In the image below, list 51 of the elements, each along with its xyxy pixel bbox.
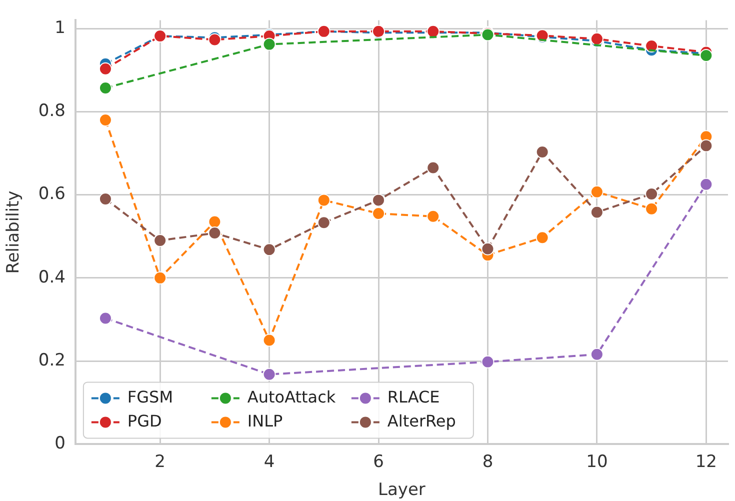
point xyxy=(262,334,276,347)
point xyxy=(536,231,549,244)
x-axis-title: Layer xyxy=(378,480,426,500)
x-tick-label: 12 xyxy=(695,452,717,472)
point xyxy=(262,243,276,256)
point xyxy=(426,161,440,174)
legend-label: FGSM xyxy=(127,387,173,406)
point xyxy=(700,178,713,191)
x-tick-label: 8 xyxy=(482,452,494,472)
point xyxy=(700,49,713,62)
point xyxy=(426,210,440,223)
point xyxy=(98,62,112,76)
point xyxy=(208,215,222,228)
legend-label: AutoAttack xyxy=(247,387,336,406)
point xyxy=(262,38,276,51)
point xyxy=(536,145,549,158)
y-tick-label: 0.2 xyxy=(38,350,66,370)
x-tick-label: 4 xyxy=(264,452,275,472)
point xyxy=(481,242,494,256)
y-tick-label: 0.6 xyxy=(38,184,66,204)
point xyxy=(154,234,167,248)
legend-label: AlterRep xyxy=(387,411,456,430)
x-tick-label: 6 xyxy=(373,452,384,472)
legend-label: RLACE xyxy=(387,387,440,406)
x-tick-label: 2 xyxy=(154,452,166,472)
point xyxy=(645,187,658,200)
point xyxy=(590,206,604,219)
x-tick-label: 10 xyxy=(586,452,608,472)
y-tick-label: 0.8 xyxy=(38,101,66,122)
point xyxy=(98,113,112,126)
point xyxy=(590,348,604,361)
y-tick-label: 0.4 xyxy=(38,267,66,288)
point xyxy=(700,139,713,152)
point xyxy=(590,185,604,198)
point xyxy=(154,271,167,284)
y-tick-label: 0 xyxy=(54,434,66,454)
point xyxy=(372,194,386,207)
point xyxy=(645,202,658,216)
point xyxy=(262,368,276,381)
point xyxy=(372,206,386,220)
point xyxy=(317,194,330,207)
point xyxy=(98,81,112,94)
point xyxy=(317,216,330,230)
legend-label: PGD xyxy=(127,411,162,430)
legend-label: INLP xyxy=(247,411,284,430)
y-tick-label: 1 xyxy=(54,18,66,38)
point xyxy=(98,312,112,325)
point xyxy=(481,355,494,368)
y-axis-title: Reliability xyxy=(4,190,24,274)
point xyxy=(98,192,112,206)
point xyxy=(208,226,222,240)
